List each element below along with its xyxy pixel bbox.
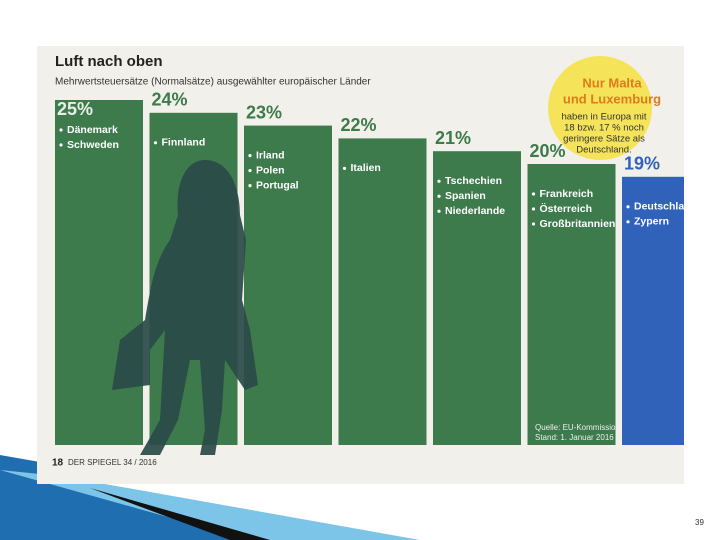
country-label: Finnland [162,137,206,149]
value-label: 19% [624,154,660,174]
bullet [437,209,441,213]
value-label: 21% [435,128,471,148]
country-label: Zypern [634,216,669,228]
country-label: Italien [351,162,381,174]
value-label: 25% [57,99,93,119]
bullet [248,169,252,173]
bullet [59,143,63,147]
country-label: Österreich [540,202,593,215]
bullet [626,205,630,209]
country-label: Großbritannien [540,218,616,230]
bar [622,176,684,446]
footer-magazine: DER SPIEGEL 34 / 2016 [68,458,157,467]
country-label: Frankreich [540,188,594,200]
slide-number: 39 [695,518,704,527]
bar [244,125,332,445]
country-label: Deutschland [634,201,697,213]
bullet [437,179,441,183]
country-label: Schweden [67,139,119,151]
country-label: Tschechien [445,175,502,187]
country-label: Irland [256,149,285,161]
bullet [59,128,63,132]
bullet [342,166,347,170]
value-label: 22% [341,115,377,135]
decoration [0,470,420,540]
value-label: 24% [152,90,188,110]
bullet [626,220,630,224]
bullet [531,207,536,211]
decoration [90,488,270,540]
bullet [248,184,252,188]
bullet [531,192,536,196]
silhouette [112,160,258,455]
bullet [437,194,441,198]
annotation-text: geringere Sätze als [563,134,645,145]
bar [338,138,427,445]
chart-title: Luft nach oben [55,53,163,70]
country-label: Niederlande [445,205,505,217]
annotation-title: Nur Malta [582,75,642,90]
annotation-bubble [548,56,652,160]
annotation-title: und Luxemburg [563,91,661,106]
annotation-text: Deutschland. [576,145,631,156]
country-label: Dänemark [67,124,118,136]
bullet [531,222,536,226]
country-label: Portugal [256,179,299,191]
bar [527,164,616,445]
bullet [248,154,252,158]
source: Stand: 1. Januar 2016 [535,433,614,442]
bar [433,151,521,445]
annotation-text: 18 bzw. 17 % noch [564,123,644,134]
chart-subtitle: Mehrwertsteuersätze (Normalsätze) ausgew… [55,77,371,88]
source: Quelle: EU-Kommission; [535,423,622,432]
country-label: Spanien [445,190,486,202]
footer-page: 18 [52,458,64,469]
annotation-text: haben in Europa mit [561,112,646,123]
value-label: 20% [530,141,566,161]
value-label: 23% [246,102,282,122]
bullet [153,141,158,145]
chart: Luft nach oben Mehrwertsteuersätze (Norm… [52,53,697,469]
country-label: Polen [256,164,285,176]
bar [55,100,143,445]
